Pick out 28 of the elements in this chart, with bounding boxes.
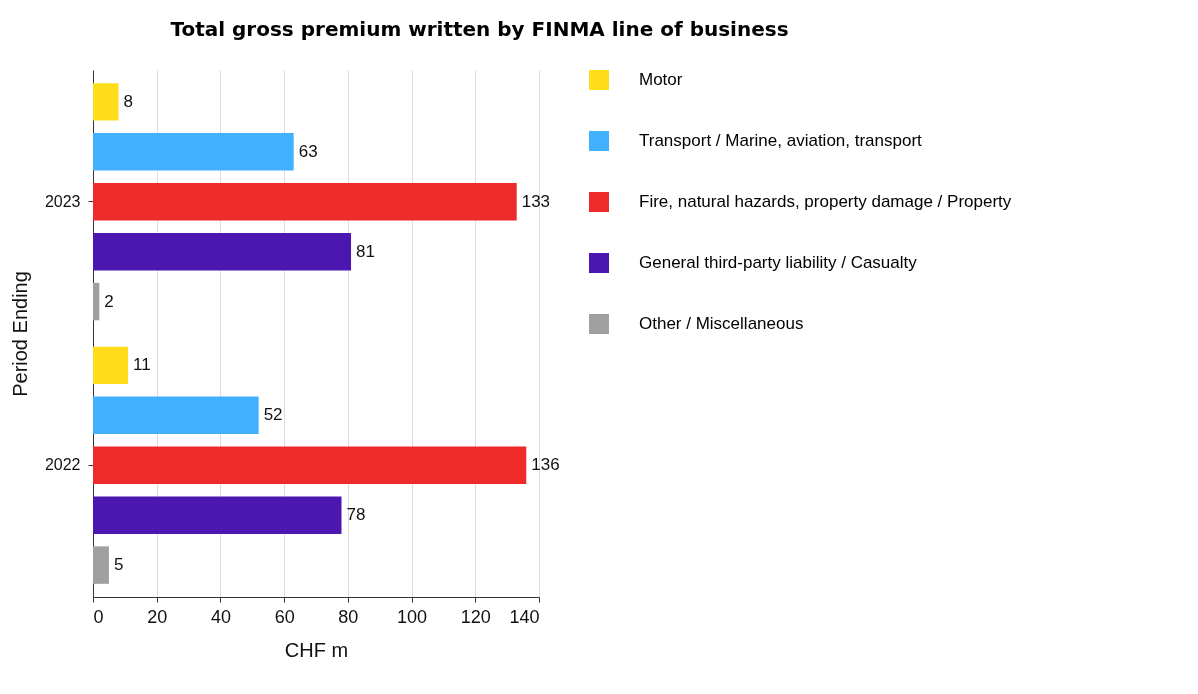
y-tick-label: 2023	[44, 192, 81, 210]
data-label: 52	[263, 405, 283, 425]
data-label: 63	[298, 141, 318, 161]
data-label: 78	[346, 505, 366, 525]
legend-label: Other / Miscellaneous	[639, 314, 804, 333]
data-label: 2	[104, 291, 114, 311]
data-label: 81	[356, 241, 375, 261]
x-tick-label: 20	[147, 606, 168, 627]
legend-label: General third-party liability / Casualty	[639, 253, 918, 272]
data-label: 11	[133, 355, 151, 375]
x-tick-label: 60	[274, 606, 295, 627]
legend-label: Motor	[639, 70, 683, 89]
legend-label: Fire, natural hazards, property damage / Property	[639, 192, 1012, 211]
data-label: 8	[123, 91, 133, 111]
y-tick-label: 2022	[44, 456, 81, 474]
data-label: 133	[521, 191, 551, 211]
x-tick-label: 0	[93, 606, 104, 627]
data-label: 5	[113, 555, 124, 575]
x-tick-label: 120	[460, 606, 491, 627]
x-tick-label: 140	[509, 606, 540, 627]
x-tick-label: 80	[338, 606, 359, 627]
data-label: 136	[531, 455, 560, 475]
legend-label: Transport / Marine, aviation, transport	[639, 131, 923, 150]
x-tick-label: 100	[397, 606, 428, 627]
chart-title: Total gross premium written by FINMA line of business	[170, 17, 789, 41]
x-axis-title: CHF m	[284, 638, 349, 661]
y-axis-title: Period Ending	[8, 271, 31, 397]
x-tick-label: 40	[210, 606, 231, 627]
